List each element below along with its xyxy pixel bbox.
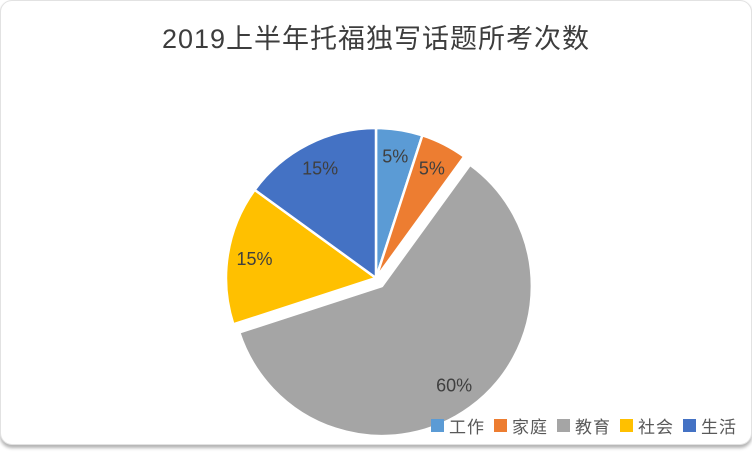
data-label-life: 15% bbox=[302, 158, 338, 178]
pie-slice-society bbox=[224, 188, 378, 326]
data-label-work: 5% bbox=[382, 147, 408, 167]
legend-label-family: 家庭 bbox=[512, 418, 548, 437]
chart-legend: 工作 家庭 教育 社会 生活 bbox=[431, 413, 737, 438]
data-label-society: 15% bbox=[236, 249, 272, 269]
legend-label-education: 教育 bbox=[575, 418, 611, 437]
legend-swatch-work bbox=[431, 419, 444, 432]
chart-title: 2019上半年托福独写话题所考次数 bbox=[161, 24, 591, 54]
legend-item-work: 工作 bbox=[431, 413, 485, 438]
legend-swatch-society bbox=[620, 419, 633, 432]
legend-label-life: 生活 bbox=[701, 418, 737, 437]
legend-item-life: 生活 bbox=[683, 413, 737, 438]
pie-slice-family bbox=[374, 134, 466, 280]
legend-label-work: 工作 bbox=[449, 418, 485, 437]
pie-slice-education bbox=[237, 163, 534, 438]
data-label-education: 60% bbox=[436, 376, 472, 396]
legend-label-society: 社会 bbox=[638, 418, 674, 437]
legend-item-family: 家庭 bbox=[494, 413, 548, 438]
pie-slice-life bbox=[253, 126, 378, 280]
data-label-family: 5% bbox=[419, 158, 445, 178]
legend-item-society: 社会 bbox=[620, 413, 674, 438]
legend-swatch-education bbox=[557, 419, 570, 432]
legend-swatch-life bbox=[683, 419, 696, 432]
legend-item-education: 教育 bbox=[557, 413, 611, 438]
legend-swatch-family bbox=[494, 419, 507, 432]
